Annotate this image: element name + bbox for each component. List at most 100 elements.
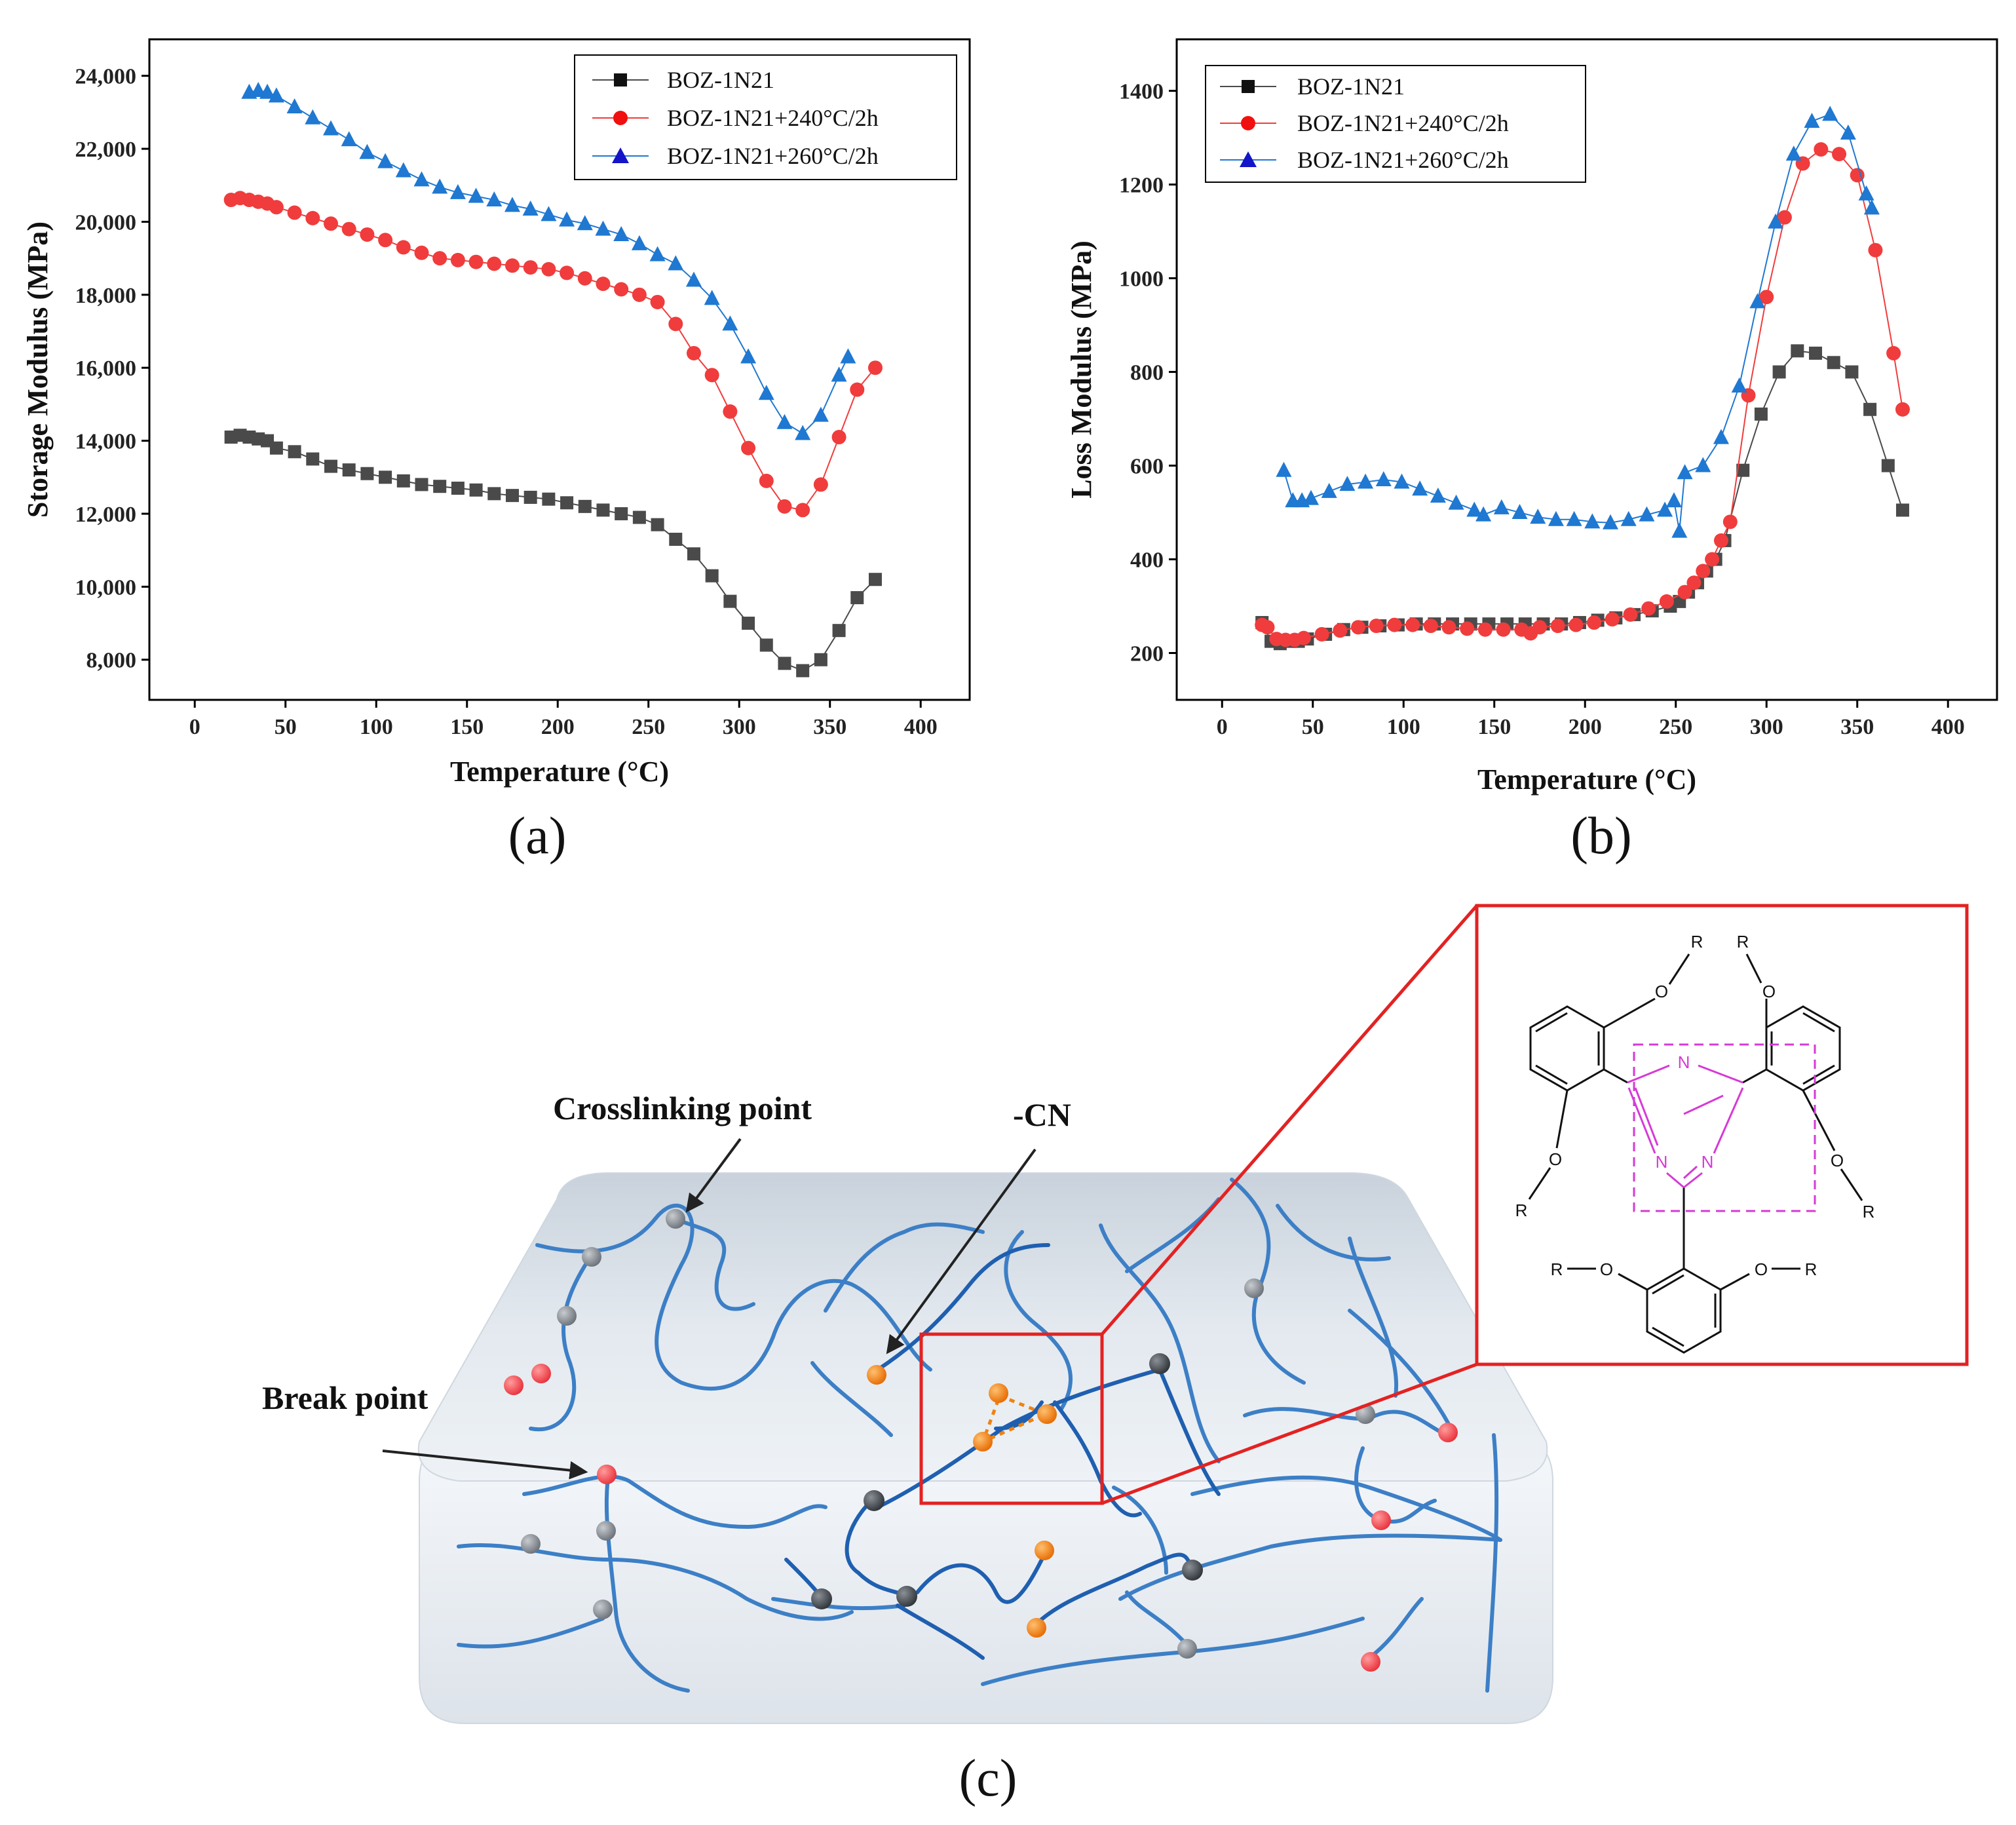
y-tick-label: 16,000 <box>75 356 137 381</box>
data-point-a-2 <box>268 87 284 103</box>
data-point-a-2 <box>395 162 411 178</box>
data-point-a-2 <box>812 406 829 422</box>
panel-label-c: (c) <box>959 1750 1018 1807</box>
cn-node <box>1037 1404 1057 1424</box>
data-point-b-2 <box>1448 494 1464 510</box>
data-point-a-0 <box>632 510 646 524</box>
data-point-b-2 <box>1665 492 1682 508</box>
break-node <box>1361 1652 1380 1672</box>
legend-b: BOZ-1N21 BOZ-1N21+240°C/2h BOZ-1N21+260°… <box>1205 65 1586 183</box>
data-point-a-2 <box>341 131 357 147</box>
chain-24 <box>1485 1433 1499 1693</box>
data-point-a-1 <box>341 221 356 237</box>
data-point-b-2 <box>1394 473 1410 489</box>
data-point-a-2 <box>758 385 774 400</box>
x-tick-label: 250 <box>632 715 665 739</box>
data-point-a-0 <box>542 492 556 506</box>
crosslink-node-dark <box>811 1588 832 1609</box>
axis-ticks-a: 0 50 100 150 200 250 300 350 400 8,000 10,000 12,00… <box>75 65 938 739</box>
data-point-a-0 <box>306 452 320 466</box>
data-point-a-2 <box>595 220 611 236</box>
chain-14 <box>1276 1204 1391 1261</box>
chain-3 <box>529 1256 592 1432</box>
data-point-a-1 <box>360 227 375 242</box>
data-point-b-0 <box>1754 407 1768 421</box>
data-point-b-2 <box>1620 510 1637 526</box>
legend-marker-triangle-b <box>1240 151 1257 167</box>
legend-marker-circle-a <box>613 111 628 125</box>
bond <box>1802 1090 1836 1151</box>
y-tick-label: 600 <box>1130 455 1164 479</box>
cn-node <box>1035 1541 1054 1560</box>
x-tick-label: 100 <box>360 715 393 739</box>
y-tick-label: 10,000 <box>75 575 137 600</box>
data-point-b-1 <box>1423 619 1438 634</box>
crosslink-node-dark <box>896 1586 917 1607</box>
data-point-a-0 <box>850 591 864 605</box>
bond <box>1603 997 1656 1029</box>
data-point-a-2 <box>322 120 339 136</box>
data-point-a-1 <box>414 245 429 260</box>
data-point-a-0 <box>868 573 882 586</box>
data-point-a-1 <box>541 261 556 277</box>
x-tick-label: 150 <box>1477 715 1511 739</box>
data-point-b-2 <box>1785 145 1802 161</box>
callout-crosslinking-point: Crosslinking point <box>553 1090 812 1126</box>
triazine-bond <box>1713 1087 1744 1154</box>
chain-9 <box>810 1361 893 1437</box>
break-node <box>1438 1423 1458 1442</box>
cn-nodes <box>867 1365 1057 1638</box>
triazine-bond <box>1698 1064 1743 1084</box>
inset-chemical-structure: N N N O R O R O R O R O R O R <box>1475 904 1969 1366</box>
triazine-bond <box>1634 1087 1659 1146</box>
data-point-b-1 <box>1850 168 1865 183</box>
data-point-b-1 <box>1550 619 1565 634</box>
crosslink-node-dark <box>1149 1353 1170 1374</box>
data-point-a-0 <box>269 441 283 455</box>
y-tick-label: 18,000 <box>75 284 137 308</box>
data-point-b-2 <box>1749 293 1766 309</box>
break-node <box>1371 1510 1391 1530</box>
r-bottom-left: R <box>1551 1259 1563 1279</box>
oxygen-bottom-right: O <box>1755 1259 1768 1279</box>
y-tick-label: 1400 <box>1119 80 1164 104</box>
chain-dark-10 <box>1158 1368 1221 1496</box>
oxygen-left-low: O <box>1549 1149 1562 1169</box>
data-point-b-1 <box>1532 620 1547 635</box>
chain-26 <box>771 1597 906 1611</box>
x-axis-label-a: Temperature (°C) <box>450 756 669 788</box>
chain-8 <box>824 1222 985 1313</box>
cn-trimer-link <box>979 1393 1050 1445</box>
data-point-a-1 <box>850 382 865 397</box>
x-tick-label: 350 <box>813 715 846 739</box>
data-point-b-1 <box>1460 621 1475 636</box>
double-bond <box>1535 1012 1568 1033</box>
cn-node <box>867 1365 886 1385</box>
chain-11 <box>1099 1223 1221 1463</box>
callout-arrow-cn <box>886 1148 1037 1354</box>
data-point-b-1 <box>1350 620 1365 635</box>
data-point-b-2 <box>1321 482 1337 498</box>
crosslink-node <box>1244 1278 1264 1298</box>
data-point-a-2 <box>413 171 430 187</box>
zoom-box <box>919 1332 1104 1505</box>
crosslink-node <box>1356 1404 1375 1424</box>
y-tick-label: 12,000 <box>75 503 137 527</box>
data-point-a-1 <box>323 216 338 231</box>
break-point-nodes <box>504 1364 1458 1672</box>
y-axis-label-a: Storage Modulus (MPa) <box>22 221 54 518</box>
x-tick-label: 100 <box>1387 715 1420 739</box>
crosslink-node <box>1177 1639 1197 1659</box>
data-point-a-1 <box>577 271 592 286</box>
data-point-a-2 <box>740 348 757 364</box>
data-point-b-0 <box>1845 365 1859 379</box>
x-tick-label: 200 <box>1569 715 1602 739</box>
data-point-a-0 <box>342 463 356 477</box>
y-tick-label: 8,000 <box>86 649 137 673</box>
data-point-b-0 <box>1809 346 1823 360</box>
data-point-a-0 <box>669 532 683 546</box>
data-point-a-1 <box>632 287 647 302</box>
chain-dark-9 <box>994 1400 1044 1431</box>
